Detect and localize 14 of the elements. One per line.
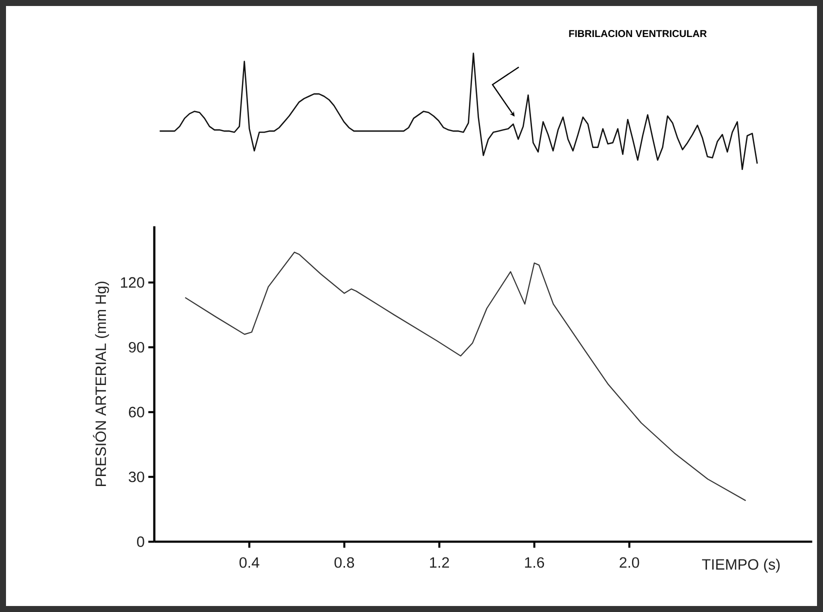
y-tick-label: 30: [128, 472, 144, 482]
line-series: [184, 252, 746, 502]
x-tick-label: 0.4: [239, 557, 260, 568]
x-axis-title: TIEMPO (s): [702, 558, 780, 573]
x-tick-label: 1.2: [430, 557, 449, 568]
y-tick-label: 0: [137, 536, 144, 547]
x-tick-label: 1.6: [525, 557, 544, 568]
x-tick-label: 0.8: [334, 557, 354, 568]
y-tick-label: 60: [128, 406, 144, 418]
text: FIBRILACION VENTRICULAR: [569, 30, 707, 38]
y-axis-title: PRESIÓN ARTERIAL (mm Hg): [92, 282, 109, 486]
y-tick-label: 90: [128, 342, 144, 353]
y-tick-label: 120: [120, 277, 144, 288]
x-tick-label: 2.0: [620, 557, 640, 568]
